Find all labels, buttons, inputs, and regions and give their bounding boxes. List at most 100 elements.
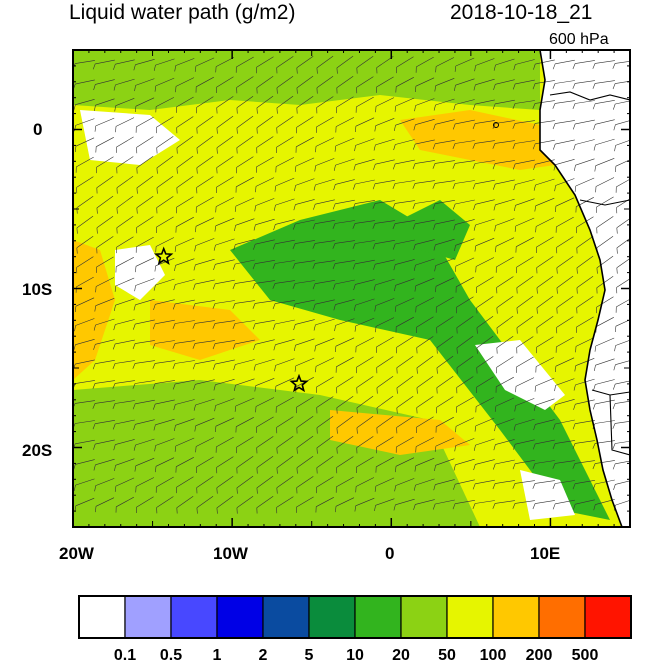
wind-barb <box>96 176 114 194</box>
wind-barb <box>572 100 595 110</box>
wind-barb <box>594 358 615 371</box>
wind-barb <box>215 417 235 433</box>
wind-barb <box>472 160 495 169</box>
africa-coastline <box>539 50 623 527</box>
wind-barb <box>456 376 474 394</box>
wind-barb <box>193 379 215 390</box>
wind-barb <box>156 196 174 214</box>
wind-barb <box>396 395 414 414</box>
wind-barb <box>576 255 594 274</box>
wind-barb <box>536 256 554 274</box>
wind-barb <box>412 160 435 170</box>
field-region <box>73 50 540 110</box>
wind-barb <box>236 115 254 134</box>
wind-barb <box>455 417 475 433</box>
wind-barb <box>272 239 295 250</box>
colorbar <box>78 595 632 639</box>
wind-barb <box>554 178 575 192</box>
wind-barb <box>213 238 235 251</box>
wind-barb <box>532 100 555 109</box>
wind-barb <box>432 140 455 150</box>
wind-barb <box>76 256 94 274</box>
wind-barb <box>172 360 195 370</box>
wind-barb <box>293 219 315 230</box>
wind-barb <box>415 437 435 453</box>
wind-barb <box>316 96 334 114</box>
wind-barb <box>514 198 535 212</box>
colorbar-label: 200 <box>525 647 553 664</box>
wind-barb <box>292 280 315 290</box>
wind-barb <box>512 79 535 90</box>
wind-barb <box>476 335 494 354</box>
wind-barb <box>215 57 235 73</box>
wind-barb <box>296 416 314 434</box>
colorbar-swatch <box>78 595 126 639</box>
wind-barb <box>433 219 455 230</box>
wind-barb <box>153 399 175 410</box>
wind-barb <box>436 316 454 334</box>
wind-barb <box>373 159 395 170</box>
wind-barb <box>94 298 115 312</box>
wind-barb <box>532 460 555 470</box>
wind-barb <box>394 97 415 112</box>
wind-barb <box>152 340 175 349</box>
colorbar-label: 500 <box>571 647 599 664</box>
wind-barb <box>234 197 255 212</box>
wind-barb <box>316 75 334 94</box>
wind-barb <box>436 396 454 414</box>
wind-barb <box>194 238 215 252</box>
wind-barb <box>414 457 435 472</box>
wind-barb <box>174 258 195 272</box>
field-regions <box>73 50 610 527</box>
wind-barb <box>236 76 254 94</box>
wind-barb <box>153 299 175 310</box>
wind-barb <box>396 56 414 74</box>
wind-barb <box>133 59 155 71</box>
wind-barb <box>252 260 275 270</box>
field-region <box>475 340 565 410</box>
wind-barb <box>116 216 134 234</box>
wind-barb <box>255 177 275 193</box>
wind-barb <box>216 96 234 114</box>
wind-barb <box>73 478 95 491</box>
wind-barb <box>174 237 195 252</box>
wind-barb <box>595 177 615 193</box>
wind-barb <box>573 499 595 510</box>
wind-barb <box>534 377 555 392</box>
wind-barb <box>492 480 515 490</box>
wind-barb <box>296 455 314 474</box>
wind-barb <box>316 396 334 414</box>
wind-barb <box>476 296 494 314</box>
wind-barb <box>553 139 575 150</box>
wind-barb <box>413 119 435 131</box>
wind-barb <box>335 337 355 353</box>
wind-barb <box>315 497 334 513</box>
wind-barb <box>355 117 375 133</box>
wind-barb <box>435 416 454 433</box>
wind-barb <box>335 497 355 513</box>
wind-barb <box>333 299 355 311</box>
wind-barb <box>373 278 395 291</box>
wind-barb <box>452 160 475 169</box>
wind-barb <box>473 218 495 231</box>
wind-barb <box>573 399 595 410</box>
wind-barb <box>256 115 274 134</box>
wind-barb <box>553 419 575 430</box>
wind-barb <box>156 136 174 154</box>
wind-barb <box>492 500 515 509</box>
wind-barb <box>454 78 475 91</box>
wind-barb <box>592 399 615 410</box>
wind-barb <box>433 238 455 251</box>
wind-barb <box>353 179 375 190</box>
wind-barb <box>396 336 414 354</box>
wind-barb <box>156 496 174 514</box>
wind-barb <box>615 178 630 193</box>
wind-barb <box>236 495 254 514</box>
wind-barb <box>95 277 115 293</box>
wind-barb <box>214 398 235 412</box>
wind-barb <box>593 119 615 130</box>
wind-barb <box>416 396 434 414</box>
wind-barb <box>612 60 630 69</box>
wind-barb <box>493 179 515 190</box>
wind-barb <box>473 99 495 110</box>
